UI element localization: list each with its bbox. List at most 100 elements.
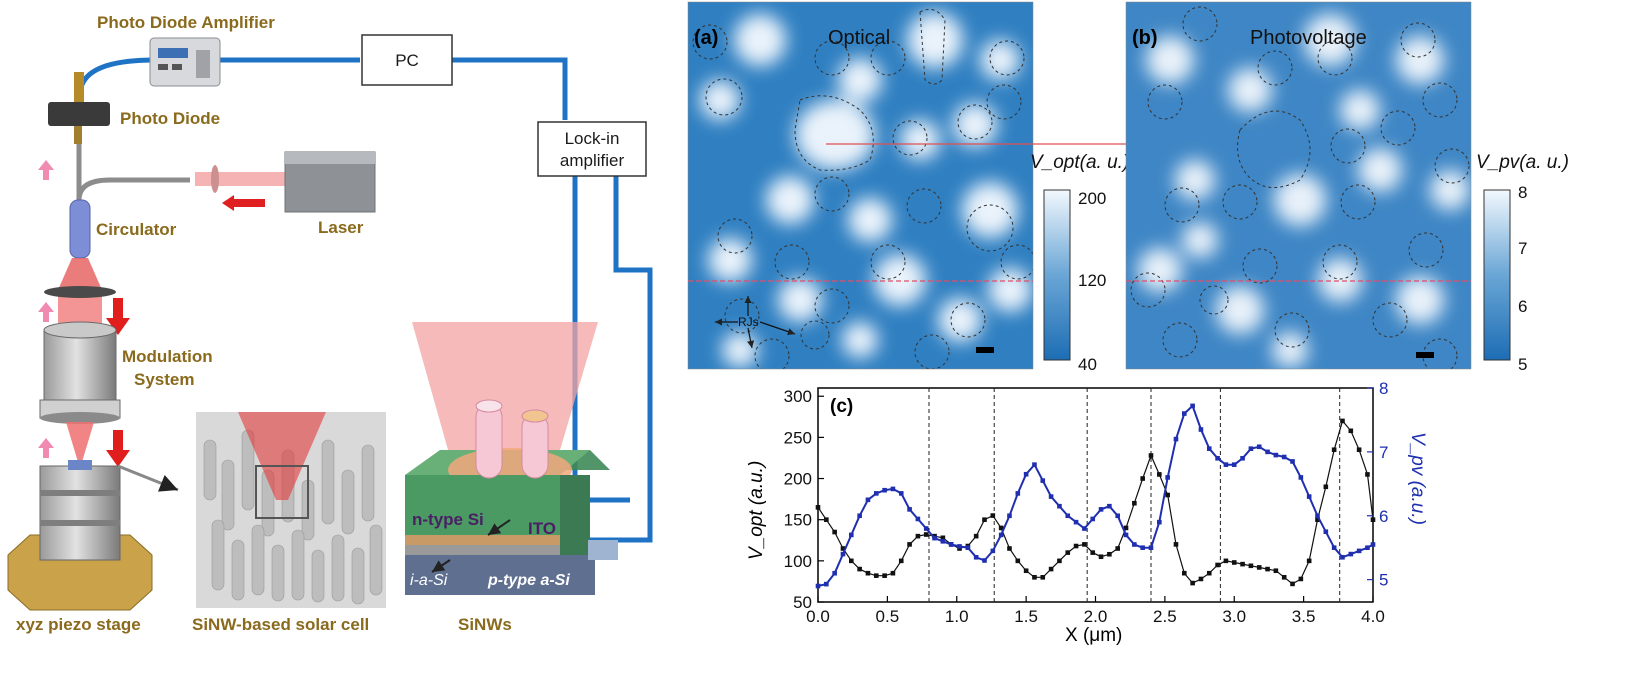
series-pv-point — [990, 548, 996, 554]
lockin-amplifier-box: Lock-in amplifier — [537, 121, 647, 177]
series-opt-point — [865, 570, 871, 576]
y-left-axis-label: V_opt (a.u.) — [746, 461, 767, 560]
series-opt-point — [1040, 575, 1046, 580]
series-pv-point — [907, 507, 912, 512]
series-pv-point — [1331, 545, 1337, 551]
colorbar-a-tick: 40 — [1078, 355, 1097, 374]
series-pv-point — [1148, 545, 1154, 551]
colorbar-b-tick: 5 — [1518, 355, 1527, 374]
i-asi-label: i-a-Si — [410, 572, 448, 589]
series-opt-point — [1198, 576, 1204, 582]
series-opt-point — [882, 573, 887, 578]
lockin-label-2: amplifier — [560, 151, 625, 170]
series-opt-point — [973, 533, 979, 539]
series-opt-point — [1073, 543, 1079, 549]
series-pv-point — [1206, 446, 1212, 451]
series-opt-point — [1290, 581, 1295, 587]
pc-label: PC — [395, 51, 419, 70]
series-opt-point — [1082, 542, 1087, 547]
series-pv-point — [1273, 452, 1279, 458]
series-pv-point — [1298, 475, 1304, 480]
photo-diode — [48, 72, 110, 144]
series-opt-point — [915, 533, 921, 539]
series-opt-point — [832, 529, 837, 535]
vertical-guide-lines — [928, 388, 1341, 602]
map-b: (b) Photovoltage — [1125, 1, 1472, 370]
y-right-tick-label: 6 — [1379, 507, 1388, 526]
x-tick-label: 1.0 — [945, 607, 969, 626]
x-tick-label: 3.0 — [1222, 607, 1246, 626]
series-pv-point — [873, 491, 879, 496]
series-pv-point — [1015, 491, 1021, 496]
series-pv-point — [1356, 548, 1362, 554]
series-pv-point — [1123, 532, 1129, 538]
map-b-panel-label: (b) — [1132, 27, 1158, 49]
colorbar-a: V_opt(a. u.) 200 120 40 — [1030, 152, 1129, 374]
series-opt-point — [1265, 566, 1270, 572]
colorbar-a-label: V_opt(a. u.) — [1030, 152, 1129, 173]
series-pv-point — [1090, 516, 1096, 522]
y-right-tick-label: 5 — [1379, 571, 1388, 590]
xyz-piezo-stage — [7, 460, 153, 611]
solar-cell-device — [405, 322, 618, 595]
series-opt-point — [1015, 558, 1021, 564]
series-opt-point — [907, 542, 912, 547]
series-opt-point — [1281, 575, 1287, 580]
series-opt-point — [1315, 517, 1320, 522]
map-a: (a) Optical RJs — [687, 1, 1034, 370]
y-right-tick-label: 8 — [1379, 379, 1388, 398]
series-opt-point — [1090, 550, 1096, 555]
series-opt-point — [1123, 525, 1129, 531]
series-pv-point — [940, 539, 946, 544]
series-opt-point — [1023, 568, 1029, 574]
series-opt-point — [1148, 453, 1154, 458]
colorbar-a-tick: 200 — [1078, 189, 1106, 208]
x-tick-label: 3.5 — [1292, 607, 1316, 626]
series-opt-point — [1057, 558, 1062, 564]
colorbar-b-tick: 8 — [1518, 183, 1527, 202]
series-pv-point — [998, 532, 1004, 538]
series-opt-point — [982, 517, 987, 522]
series-opt-point — [1140, 476, 1145, 481]
pink-up-arrows — [38, 160, 54, 458]
series-pv-point — [973, 554, 979, 560]
series-pv-point — [1115, 513, 1120, 519]
series-pv-point — [865, 497, 871, 503]
series-opt-point — [1340, 418, 1345, 424]
sinws-label: SiNWs — [458, 615, 512, 634]
series-pv-point — [923, 526, 929, 531]
series-opt-point — [1157, 472, 1162, 477]
series-pv-point — [849, 532, 854, 538]
series-opt — [815, 418, 1376, 587]
series-opt-point — [1248, 563, 1254, 569]
series-pv-point — [1323, 529, 1329, 535]
sinw-sem-image — [196, 412, 386, 608]
series-opt-point — [1240, 561, 1245, 567]
y-left-tick-label: 150 — [784, 511, 812, 530]
series-opt-point — [1273, 568, 1279, 574]
series-pv-point — [932, 535, 937, 541]
series-opt-point — [1365, 472, 1370, 477]
x-tick-label: 0.0 — [806, 607, 830, 626]
series-opt-point — [849, 558, 854, 564]
red-down-arrows — [106, 298, 130, 467]
series-pv-point — [1140, 545, 1145, 551]
series-pv-point — [1157, 519, 1162, 525]
rjs-pointers — [715, 296, 796, 349]
series-opt-point — [1348, 428, 1354, 434]
series-pv-point — [1215, 455, 1220, 461]
series-pv-point — [1248, 446, 1254, 451]
series-opt-point — [923, 532, 929, 537]
series-pv-point — [898, 491, 904, 496]
series-pv-point — [1198, 427, 1204, 432]
series-pv-point — [1007, 513, 1012, 519]
y-left-tick-label: 250 — [784, 428, 812, 447]
map-a-rjs-annotation: RJs — [738, 315, 759, 329]
series-pv-point — [1098, 507, 1104, 512]
series-pv-point — [1231, 462, 1237, 467]
series-pv-point — [1073, 519, 1079, 525]
series-pv-point — [1306, 494, 1312, 499]
series-pv-point — [1240, 455, 1245, 461]
series-opt-point — [1190, 580, 1195, 586]
